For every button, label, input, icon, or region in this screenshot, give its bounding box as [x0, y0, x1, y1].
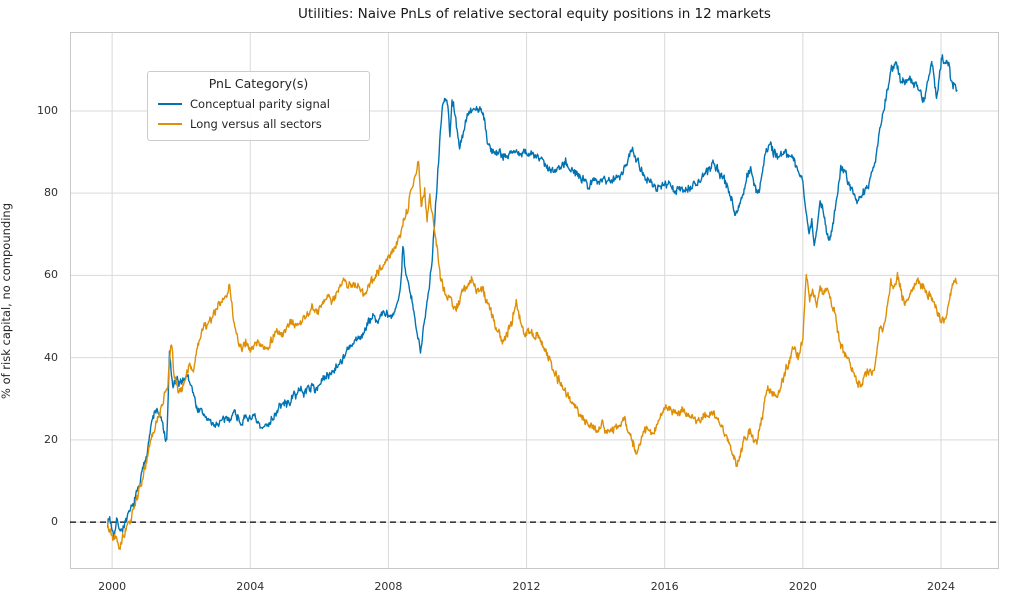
legend-item-label: Long versus all sectors	[190, 117, 322, 131]
y-tick-label: 100	[37, 103, 58, 117]
x-tick-label: 2016	[650, 580, 679, 593]
chart-title: Utilities: Naive PnLs of relative sector…	[298, 6, 771, 22]
legend-item-label: Conceptual parity signal	[190, 97, 331, 111]
x-tick-label: 2020	[788, 580, 817, 593]
legend-title: PnL Category(s)	[208, 76, 309, 91]
x-tick-label: 2012	[512, 580, 541, 593]
chart-canvas	[70, 32, 999, 569]
plot-area: PnL Category(s) Conceptual parity signal…	[70, 32, 999, 569]
legend-item-conceptual-parity-signal: Conceptual parity signal	[148, 94, 369, 114]
y-tick-label: 80	[44, 186, 58, 200]
series-line-long-versus-all-sectors	[106, 160, 958, 550]
legend-box: PnL Category(s) Conceptual parity signal…	[147, 71, 370, 141]
series-line-conceptual-parity-signal	[106, 54, 958, 540]
x-tick-label: 2024	[926, 580, 955, 593]
x-tick-label: 2004	[236, 580, 265, 593]
y-tick-label: 0	[51, 515, 58, 529]
x-tick-label: 2008	[374, 580, 403, 593]
x-tick-label: 2000	[98, 580, 127, 593]
plot-frame	[70, 32, 999, 569]
y-tick-label: 20	[44, 432, 58, 446]
legend-item-long-versus-all-sectors: Long versus all sectors	[148, 114, 369, 134]
blue-line-swatch-icon	[158, 103, 182, 105]
y-tick-label: 60	[44, 268, 58, 282]
y-tick-label: 40	[44, 350, 58, 364]
y-axis-label: % of risk capital, no compounding	[0, 202, 13, 400]
orange-line-swatch-icon	[158, 123, 182, 125]
